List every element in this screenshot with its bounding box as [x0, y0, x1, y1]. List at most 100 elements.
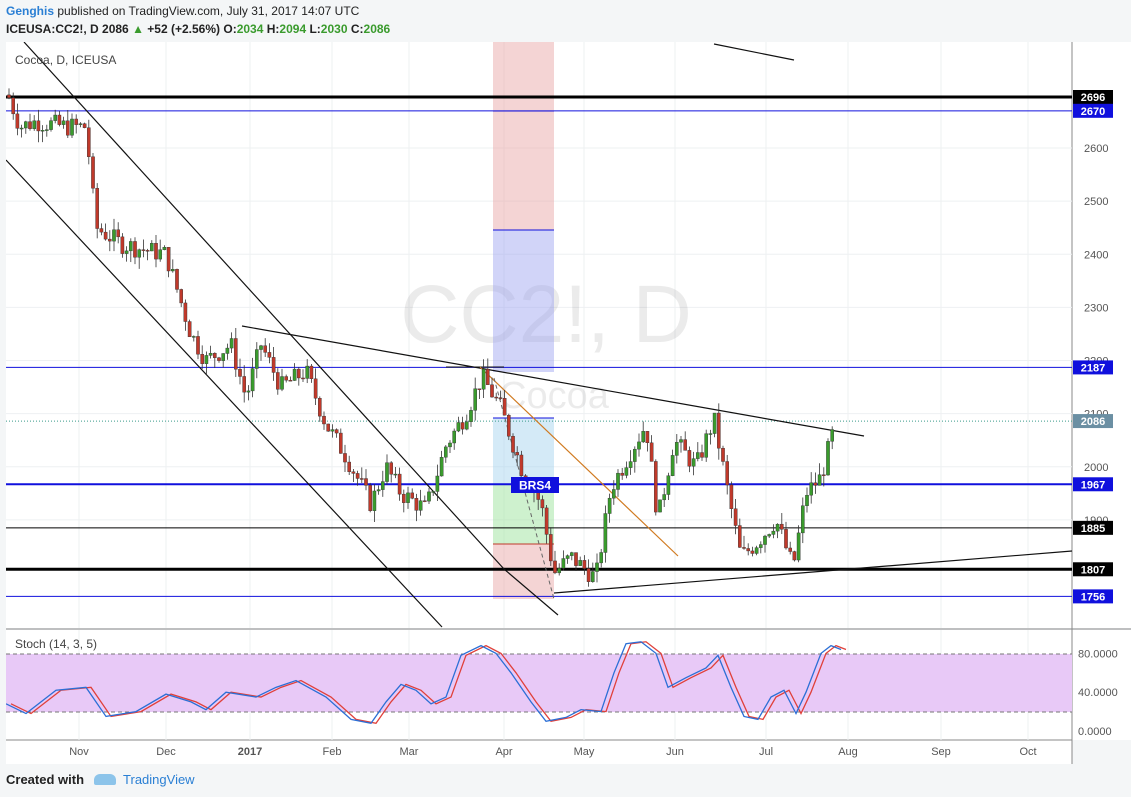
candle-body[interactable] — [511, 436, 515, 453]
candle-body[interactable] — [418, 500, 423, 511]
candle-body[interactable] — [599, 552, 603, 564]
candle-body[interactable] — [414, 498, 419, 511]
candle-body[interactable] — [45, 129, 49, 131]
candle-body[interactable] — [360, 478, 364, 480]
candle-body[interactable] — [704, 433, 708, 458]
candle-body[interactable] — [448, 442, 452, 448]
candle-body[interactable] — [603, 513, 608, 553]
candle-body[interactable] — [364, 478, 368, 486]
candle-body[interactable] — [553, 560, 557, 574]
candle-body[interactable] — [515, 452, 520, 456]
candle-body[interactable] — [267, 352, 272, 358]
candle-body[interactable] — [158, 249, 163, 260]
candle-body[interactable] — [662, 494, 666, 501]
candle-body[interactable] — [74, 118, 78, 125]
candle-body[interactable] — [628, 461, 633, 468]
short-trendline[interactable] — [713, 43, 795, 61]
candle-body[interactable] — [343, 453, 347, 463]
candle-body[interactable] — [116, 229, 120, 238]
candle-body[interactable] — [507, 414, 511, 437]
candle-body[interactable] — [423, 500, 427, 502]
candle-body[interactable] — [683, 439, 687, 451]
candle-body[interactable] — [565, 555, 570, 559]
candle-body[interactable] — [78, 123, 83, 125]
candle-body[interactable] — [444, 446, 448, 458]
candle-body[interactable] — [612, 489, 616, 499]
candle-body[interactable] — [204, 355, 209, 364]
candle-body[interactable] — [658, 499, 662, 513]
candle-body[interactable] — [750, 550, 755, 554]
candle-body[interactable] — [208, 352, 213, 356]
candle-body[interactable] — [284, 376, 289, 381]
candle-body[interactable] — [49, 120, 53, 130]
candle-body[interactable] — [225, 347, 230, 354]
candle-body[interactable] — [355, 473, 360, 479]
candle-body[interactable] — [351, 471, 356, 474]
candle-body[interactable] — [784, 529, 788, 549]
candle-body[interactable] — [259, 345, 263, 350]
author-link[interactable]: Genghis — [6, 4, 55, 18]
channel-extension-line[interactable] — [503, 568, 559, 616]
candle-body[interactable] — [809, 482, 813, 496]
candle-body[interactable] — [91, 156, 95, 189]
candle-body[interactable] — [221, 353, 226, 361]
candle-body[interactable] — [490, 384, 494, 398]
price-chart[interactable]: CC2!, D Cocoa BRS4 Cocoa, D, ICEUSA 2600… — [6, 42, 1131, 770]
candle-body[interactable] — [544, 507, 549, 535]
candle-body[interactable] — [32, 120, 37, 129]
candle-body[interactable] — [763, 535, 767, 545]
candle-body[interactable] — [439, 457, 444, 477]
candle-body[interactable] — [502, 398, 507, 416]
candle-body[interactable] — [540, 499, 545, 509]
candle-body[interactable] — [670, 455, 675, 476]
candle-body[interactable] — [120, 236, 125, 254]
candle-body[interactable] — [19, 127, 24, 130]
candle-body[interactable] — [145, 250, 150, 252]
candle-body[interactable] — [170, 269, 175, 272]
candle-body[interactable] — [7, 94, 11, 98]
candle-body[interactable] — [721, 447, 725, 462]
candle-body[interactable] — [557, 567, 561, 574]
candle-body[interactable] — [212, 352, 217, 358]
candle-body[interactable] — [254, 349, 259, 369]
candle-body[interactable] — [691, 458, 696, 467]
candle-body[interactable] — [322, 415, 326, 425]
candle-body[interactable] — [276, 372, 280, 390]
candle-body[interactable] — [460, 422, 465, 430]
candle-body[interactable] — [666, 475, 671, 495]
candle-body[interactable] — [708, 433, 713, 435]
candle-body[interactable] — [633, 448, 637, 462]
candle-body[interactable] — [95, 188, 99, 229]
candle-body[interactable] — [817, 474, 822, 486]
orange-trendline[interactable] — [479, 366, 679, 557]
candle-body[interactable] — [649, 442, 654, 462]
candle-body[interactable] — [99, 228, 104, 233]
candle-body[interactable] — [410, 492, 415, 499]
candle-body[interactable] — [830, 429, 834, 442]
candle-body[interactable] — [242, 376, 247, 393]
candle-body[interactable] — [61, 120, 66, 125]
candle-body[interactable] — [372, 490, 377, 511]
candle-body[interactable] — [70, 118, 74, 136]
candle-body[interactable] — [742, 547, 746, 549]
candle-body[interactable] — [679, 439, 683, 443]
candle-body[interactable] — [305, 365, 310, 379]
candle-body[interactable] — [28, 121, 32, 129]
candle-body[interactable] — [578, 560, 582, 566]
candle-body[interactable] — [179, 289, 184, 304]
candle-body[interactable] — [36, 120, 41, 132]
candle-body[interactable] — [435, 475, 440, 492]
candle-body[interactable] — [112, 229, 116, 242]
candle-body[interactable] — [86, 127, 91, 157]
candle-body[interactable] — [187, 321, 192, 338]
candle-body[interactable] — [792, 551, 797, 561]
candle-body[interactable] — [620, 472, 624, 476]
candle-body[interactable] — [473, 388, 478, 411]
candle-body[interactable] — [759, 544, 763, 548]
candle-body[interactable] — [822, 474, 826, 476]
candle-body[interactable] — [297, 368, 301, 379]
candle-body[interactable] — [397, 473, 402, 495]
candle-body[interactable] — [330, 429, 335, 432]
candle-body[interactable] — [292, 368, 297, 381]
candle-body[interactable] — [313, 378, 318, 399]
